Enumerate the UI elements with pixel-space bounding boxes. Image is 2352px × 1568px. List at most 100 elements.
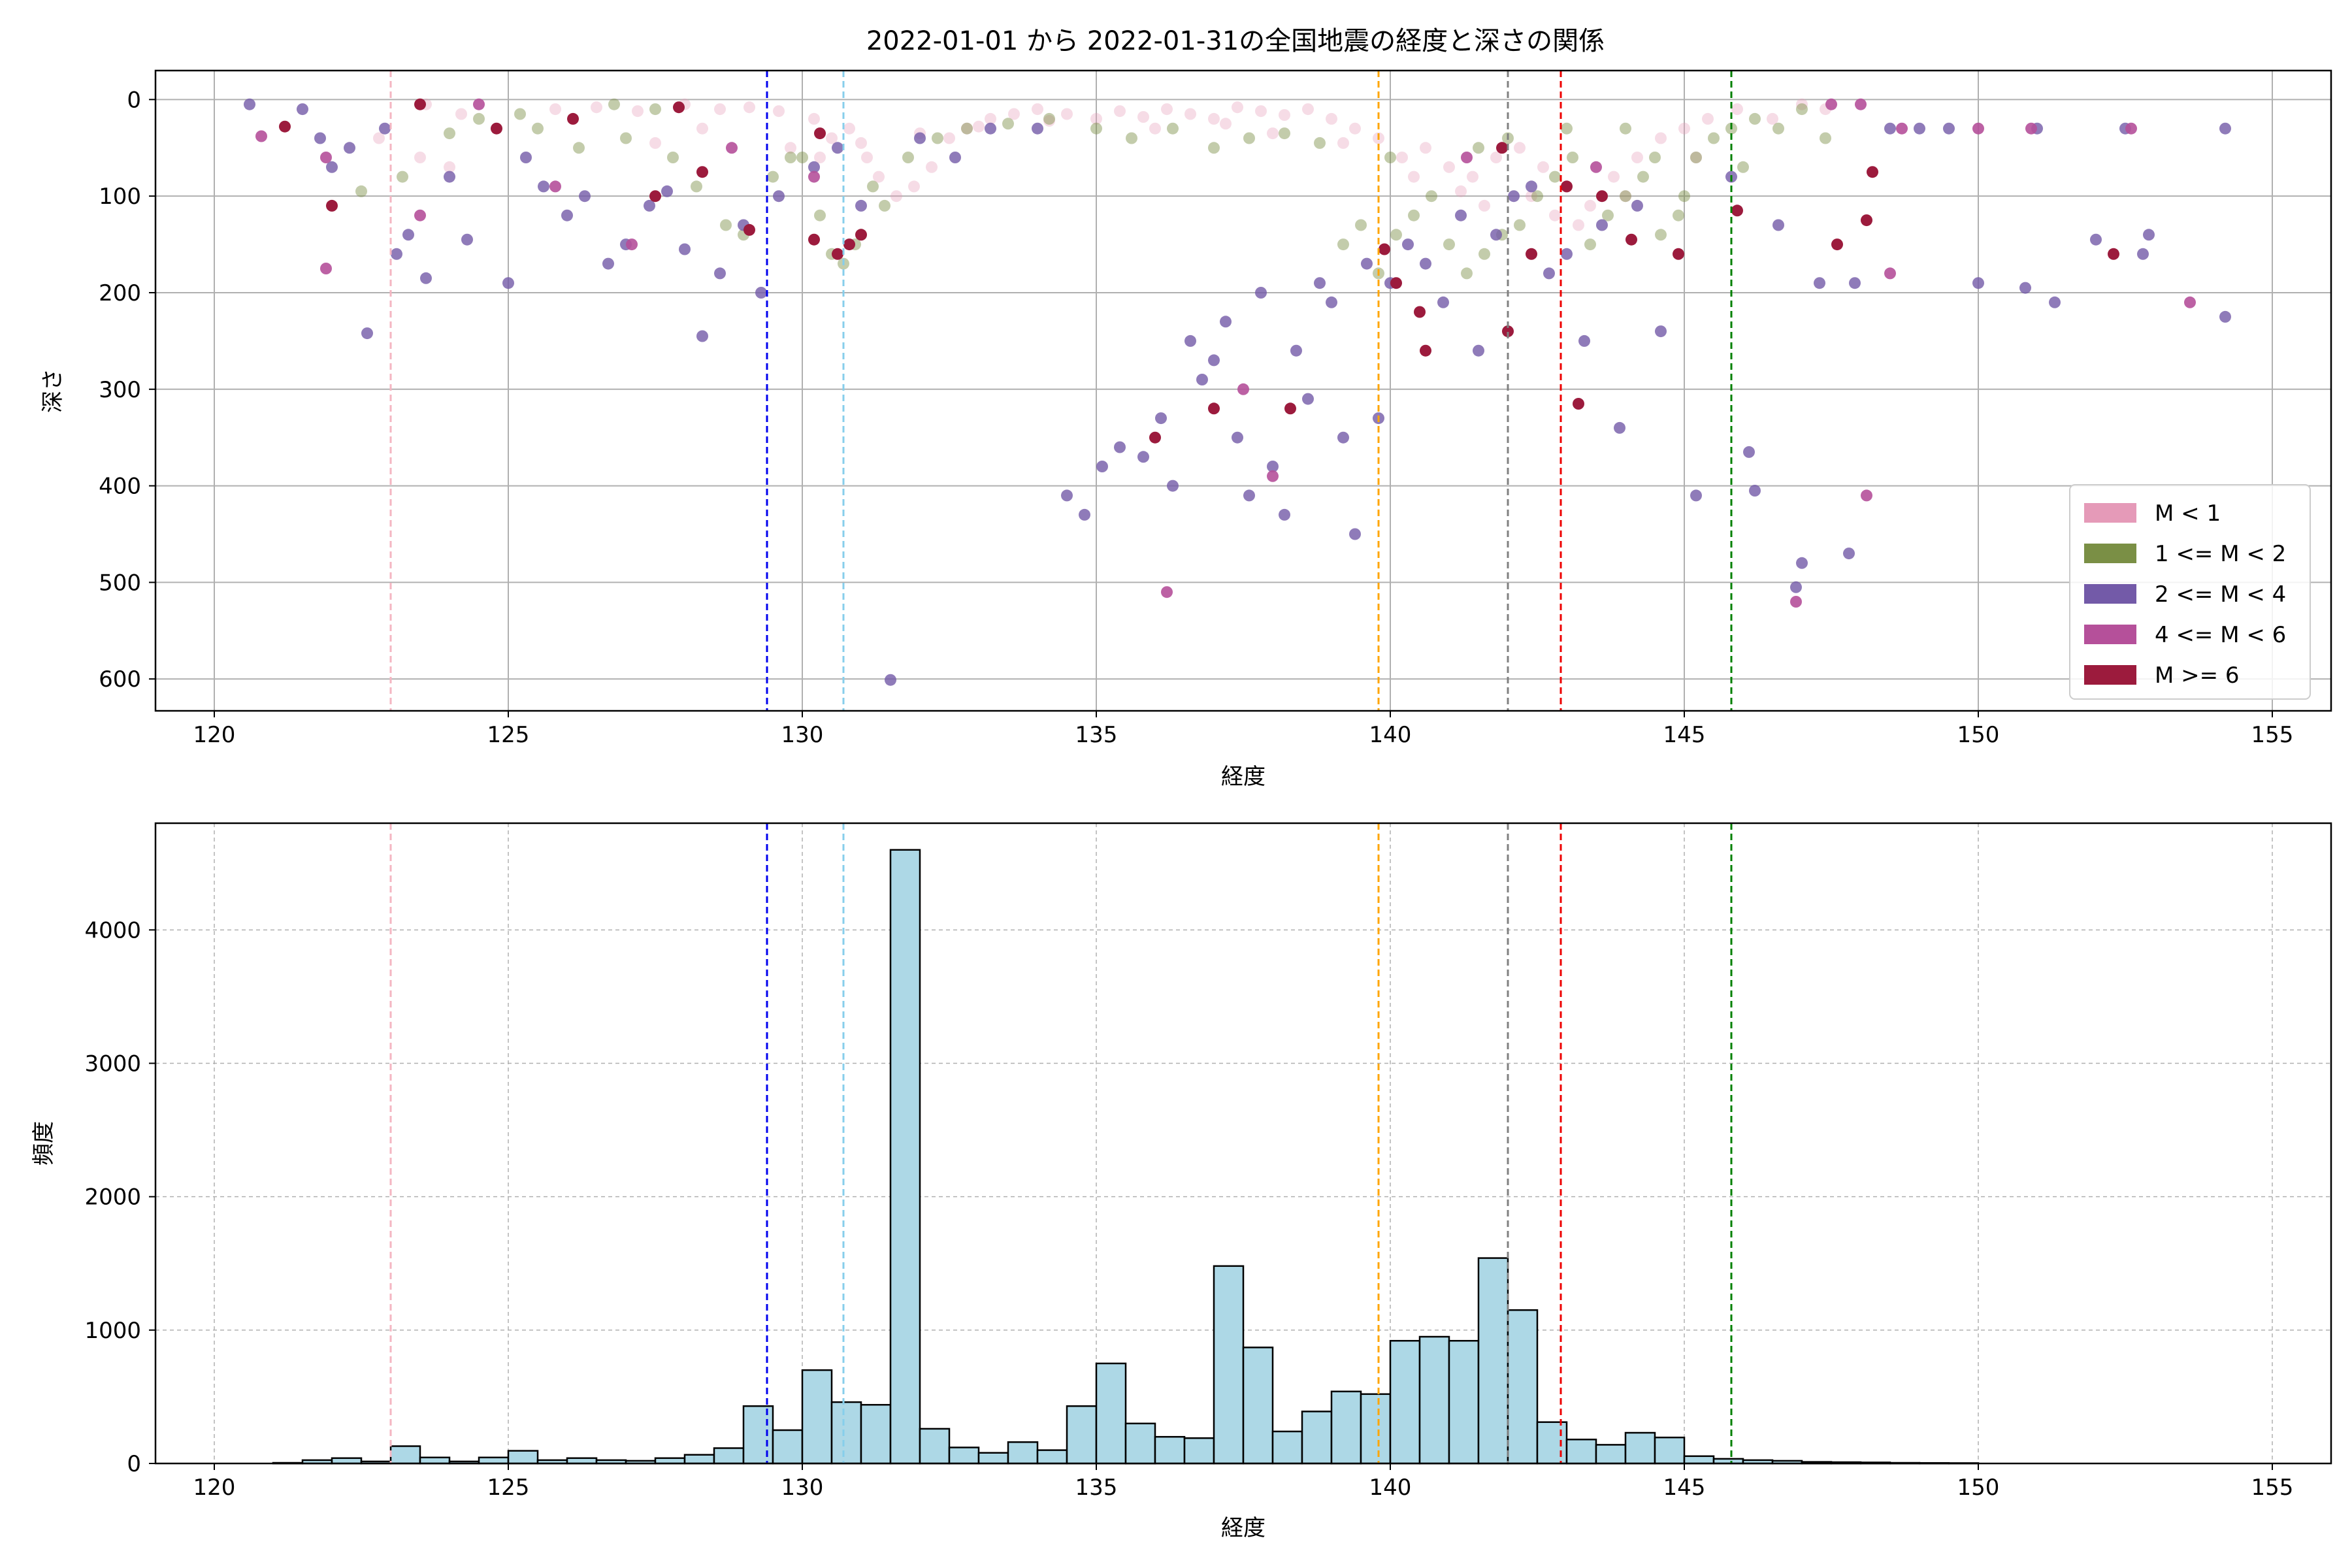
scatter-point	[1767, 112, 1778, 125]
histogram-bar	[1330, 1390, 1362, 1465]
scatter-point	[1526, 180, 1537, 193]
scatter-point	[767, 171, 779, 183]
histogram-bar	[801, 1369, 833, 1465]
histogram-y-tick-label: 1000	[84, 1318, 141, 1344]
scatter-point	[514, 108, 526, 120]
scatter-point	[1279, 127, 1290, 140]
chart-title: 2022-01-01 から 2022-01-31の全国地震の経度と深さの関係	[866, 26, 1605, 56]
scatter-point	[1749, 485, 1761, 497]
scatter-point	[855, 229, 867, 241]
scatter-point	[1561, 122, 1573, 135]
scatter-point	[1326, 112, 1337, 125]
scatter-point	[714, 267, 726, 280]
histogram-bar	[1477, 1257, 1509, 1465]
scatter-point	[1884, 267, 1896, 280]
scatter-point	[1884, 122, 1896, 135]
scatter-point	[1972, 277, 1984, 289]
scatter-point	[1408, 209, 1420, 221]
scatter-point	[855, 137, 867, 149]
histogram-bar	[1624, 1431, 1656, 1465]
scatter-point	[632, 105, 644, 118]
scatter-point	[314, 132, 326, 144]
scatter-point	[1420, 142, 1431, 154]
histogram-bar	[742, 1405, 774, 1465]
scatter-point	[1567, 152, 1578, 163]
scatter-point	[1420, 344, 1431, 357]
histogram-bar	[419, 1456, 451, 1465]
scatter-point	[644, 199, 655, 212]
scatter-point	[1149, 122, 1161, 135]
scatter-point	[1843, 547, 1855, 560]
scatter-point	[720, 219, 732, 231]
scatter-point	[1167, 122, 1179, 135]
scatter-point	[1243, 132, 1255, 144]
scatter-point	[1743, 446, 1755, 458]
scatter-point	[1402, 238, 1414, 251]
scatter-point	[1461, 267, 1473, 280]
histogram-bar	[1124, 1422, 1156, 1465]
scatter-point	[1326, 296, 1337, 308]
scatter-point	[1255, 287, 1267, 299]
scatter-point	[2049, 296, 2061, 308]
scatter-point	[1337, 431, 1349, 444]
scatter-point	[1426, 190, 1437, 203]
scatter-point	[1043, 112, 1055, 125]
legend-swatch	[2084, 503, 2136, 523]
scatter-point	[1526, 248, 1537, 260]
scatter-point	[444, 171, 455, 183]
scatter-point	[949, 152, 961, 163]
histogram-bar	[389, 1445, 421, 1465]
scatter-point	[1655, 132, 1667, 144]
histogram-bar	[889, 849, 921, 1465]
scatter-point	[1461, 152, 1473, 163]
scatter-reference-lines	[389, 71, 1733, 711]
scatter-point	[661, 185, 673, 197]
scatter-point	[1855, 98, 1867, 110]
scatter-point	[414, 209, 426, 221]
scatter-point	[696, 122, 708, 135]
scatter-point	[1690, 152, 1702, 163]
scatter-point	[1561, 180, 1573, 193]
scatter-point	[255, 130, 267, 142]
scatter-y-tick-label: 400	[99, 474, 141, 500]
scatter-point	[1355, 219, 1367, 231]
scatter-point	[1443, 238, 1455, 251]
scatter-point	[1408, 171, 1420, 183]
scatter-point	[879, 199, 890, 212]
scatter-point	[561, 209, 573, 221]
scatter-point	[461, 233, 473, 246]
scatter-point	[667, 152, 679, 163]
scatter-point	[1820, 132, 1831, 144]
scatter-point	[1620, 190, 1631, 203]
scatter-point	[755, 287, 767, 299]
scatter-point	[1090, 112, 1102, 125]
scatter-point	[814, 127, 826, 140]
scatter-point	[1796, 103, 1808, 116]
scatter-point	[1337, 137, 1349, 149]
scatter-axes-frame	[154, 69, 2332, 712]
scatter-point	[1614, 421, 1625, 434]
scatter-point	[620, 132, 632, 144]
scatter-x-tick-label: 125	[487, 722, 530, 748]
histogram-bar	[507, 1450, 539, 1465]
scatter-point	[1473, 344, 1484, 357]
scatter-series	[255, 98, 2196, 608]
scatter-point	[1649, 152, 1661, 163]
legend-box	[2069, 484, 2311, 700]
scatter-point	[1149, 431, 1161, 444]
scatter-point	[1849, 277, 1861, 289]
scatter-point	[1678, 122, 1690, 135]
scatter-series	[355, 98, 1831, 280]
scatter-point	[1114, 105, 1126, 118]
scatter-point	[1573, 219, 1584, 231]
scatter-x-tick-label: 120	[193, 722, 236, 748]
scatter-point	[420, 272, 432, 284]
scatter-point	[843, 122, 855, 135]
histogram-bar	[1242, 1347, 1274, 1465]
scatter-y-tick-label: 0	[127, 87, 141, 113]
scatter-point	[1584, 238, 1596, 251]
scatter-point	[491, 122, 502, 135]
histogram-x-ticks: 120 125 130 135 140 145 150 155	[193, 1463, 2293, 1501]
scatter-point	[1208, 112, 1220, 125]
